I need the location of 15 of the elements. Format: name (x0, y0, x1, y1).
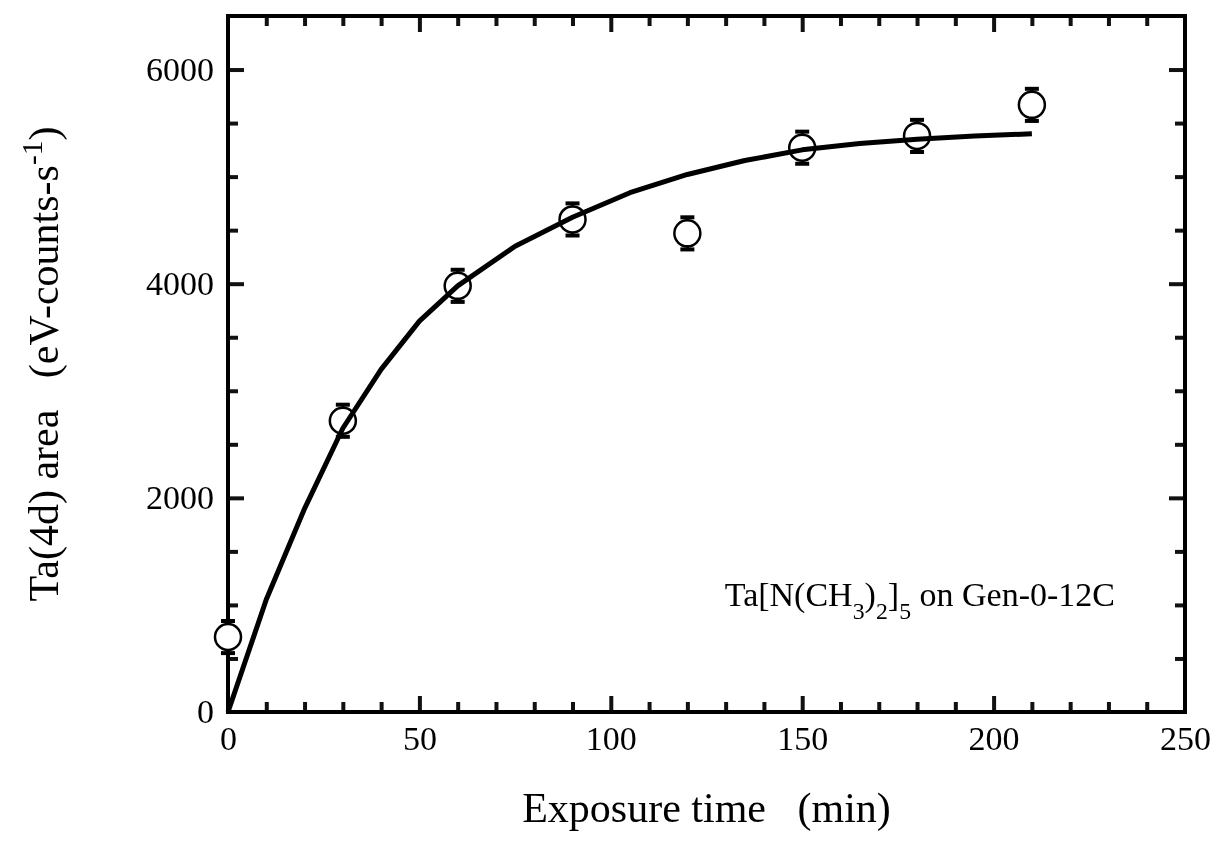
x-axis-title: Exposure time (min) (522, 785, 891, 832)
x-tick-label: 250 (1160, 720, 1211, 758)
point (673, 219, 702, 248)
x-tick-label: 50 (402, 720, 437, 758)
x-tick-label: 0 (220, 720, 237, 758)
x-tick-label: 150 (777, 720, 829, 758)
annotation: Ta[N(CH$_{3}$)$_{2}$]$_{5}$ on Gen-0-12C (724, 576, 1115, 624)
y-tick-label: 2000 (146, 479, 214, 517)
y-tick-label: 4000 (146, 265, 214, 303)
y-tick-label: 6000 (146, 50, 214, 88)
point (213, 622, 243, 652)
point (1017, 90, 1047, 120)
y-tick-label: 0 (197, 693, 214, 731)
x-tick-label: 200 (968, 720, 1020, 758)
x-tick-label: 100 (585, 720, 637, 758)
